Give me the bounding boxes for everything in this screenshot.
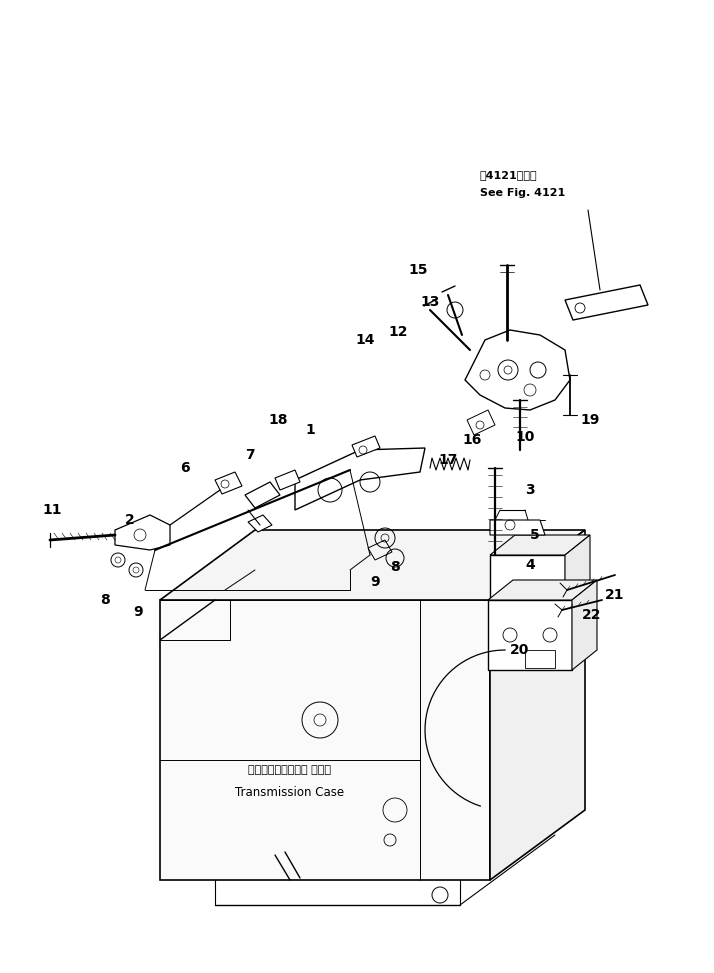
Polygon shape [115, 515, 170, 550]
Polygon shape [565, 285, 648, 320]
Polygon shape [275, 470, 300, 490]
Polygon shape [488, 580, 597, 600]
Text: 10: 10 [516, 430, 535, 444]
Text: 8: 8 [100, 593, 110, 607]
Polygon shape [160, 530, 585, 600]
Text: 3: 3 [526, 483, 535, 497]
Text: 16: 16 [462, 433, 482, 447]
Text: 21: 21 [605, 588, 625, 602]
Text: 5: 5 [530, 528, 540, 542]
Text: 11: 11 [42, 503, 61, 517]
Text: 19: 19 [580, 413, 600, 427]
Text: 1: 1 [305, 423, 315, 437]
Text: 6: 6 [180, 461, 190, 475]
Text: 13: 13 [421, 295, 440, 309]
Polygon shape [248, 515, 272, 532]
Polygon shape [490, 555, 565, 600]
Text: 18: 18 [268, 413, 288, 427]
Text: 12: 12 [388, 325, 408, 339]
Text: 7: 7 [245, 448, 255, 462]
Polygon shape [488, 600, 572, 670]
Text: 9: 9 [370, 575, 380, 589]
Text: Transmission Case: Transmission Case [236, 785, 345, 799]
Polygon shape [352, 436, 380, 457]
Text: 8: 8 [390, 560, 400, 574]
Polygon shape [215, 472, 242, 494]
Polygon shape [572, 580, 597, 670]
Text: 22: 22 [582, 608, 602, 622]
Polygon shape [565, 535, 590, 600]
Polygon shape [490, 520, 545, 535]
Text: 笥4121図参照: 笥4121図参照 [480, 170, 538, 180]
Polygon shape [295, 448, 425, 510]
Polygon shape [160, 600, 490, 880]
Text: 2: 2 [125, 513, 135, 527]
Text: 15: 15 [408, 263, 428, 277]
Polygon shape [490, 530, 585, 880]
Text: 17: 17 [438, 453, 458, 467]
Polygon shape [465, 330, 570, 410]
Polygon shape [245, 482, 280, 508]
Text: 9: 9 [134, 605, 143, 619]
Text: 14: 14 [356, 333, 375, 347]
Text: トランスミッション ケース: トランスミッション ケース [248, 765, 331, 775]
Text: See Fig. 4121: See Fig. 4121 [480, 188, 565, 198]
Text: 4: 4 [525, 558, 535, 572]
Text: 20: 20 [511, 643, 530, 657]
Polygon shape [490, 535, 590, 555]
Polygon shape [467, 410, 495, 435]
